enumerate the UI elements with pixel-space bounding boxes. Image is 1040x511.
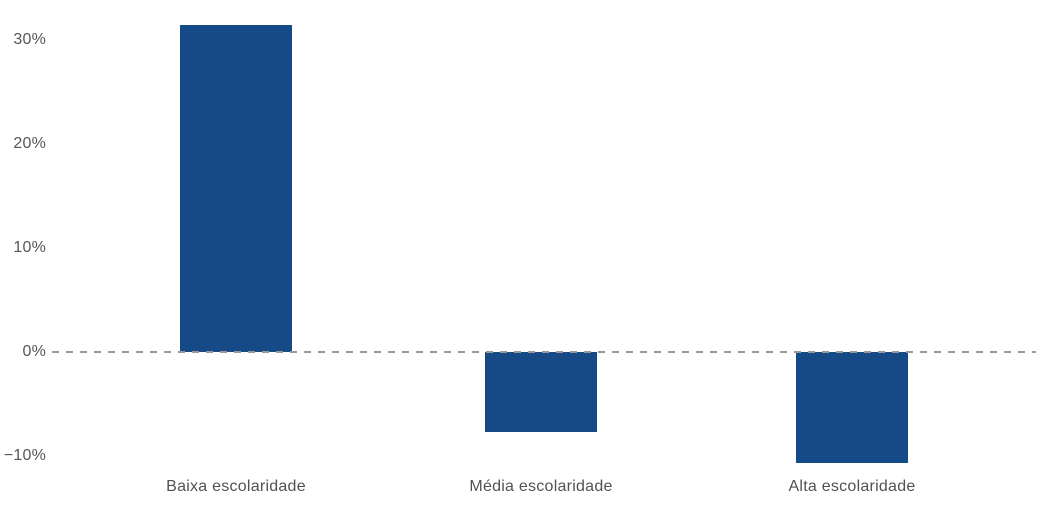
y-tick-label: 0% [22, 343, 46, 360]
y-tick-label: −10% [3, 447, 46, 464]
y-tick-label: 20% [13, 135, 46, 152]
y-tick-label: 10% [13, 239, 46, 256]
x-category-label: Alta escolaridade [788, 478, 916, 495]
x-category-label: Baixa escolaridade [166, 478, 306, 495]
bar-0 [180, 25, 292, 352]
bar-2 [796, 352, 908, 464]
x-category-label: Média escolaridade [469, 478, 613, 495]
bar-1 [485, 352, 597, 433]
y-tick-label: 30% [13, 31, 46, 48]
zero-dashed-line [52, 351, 1036, 353]
